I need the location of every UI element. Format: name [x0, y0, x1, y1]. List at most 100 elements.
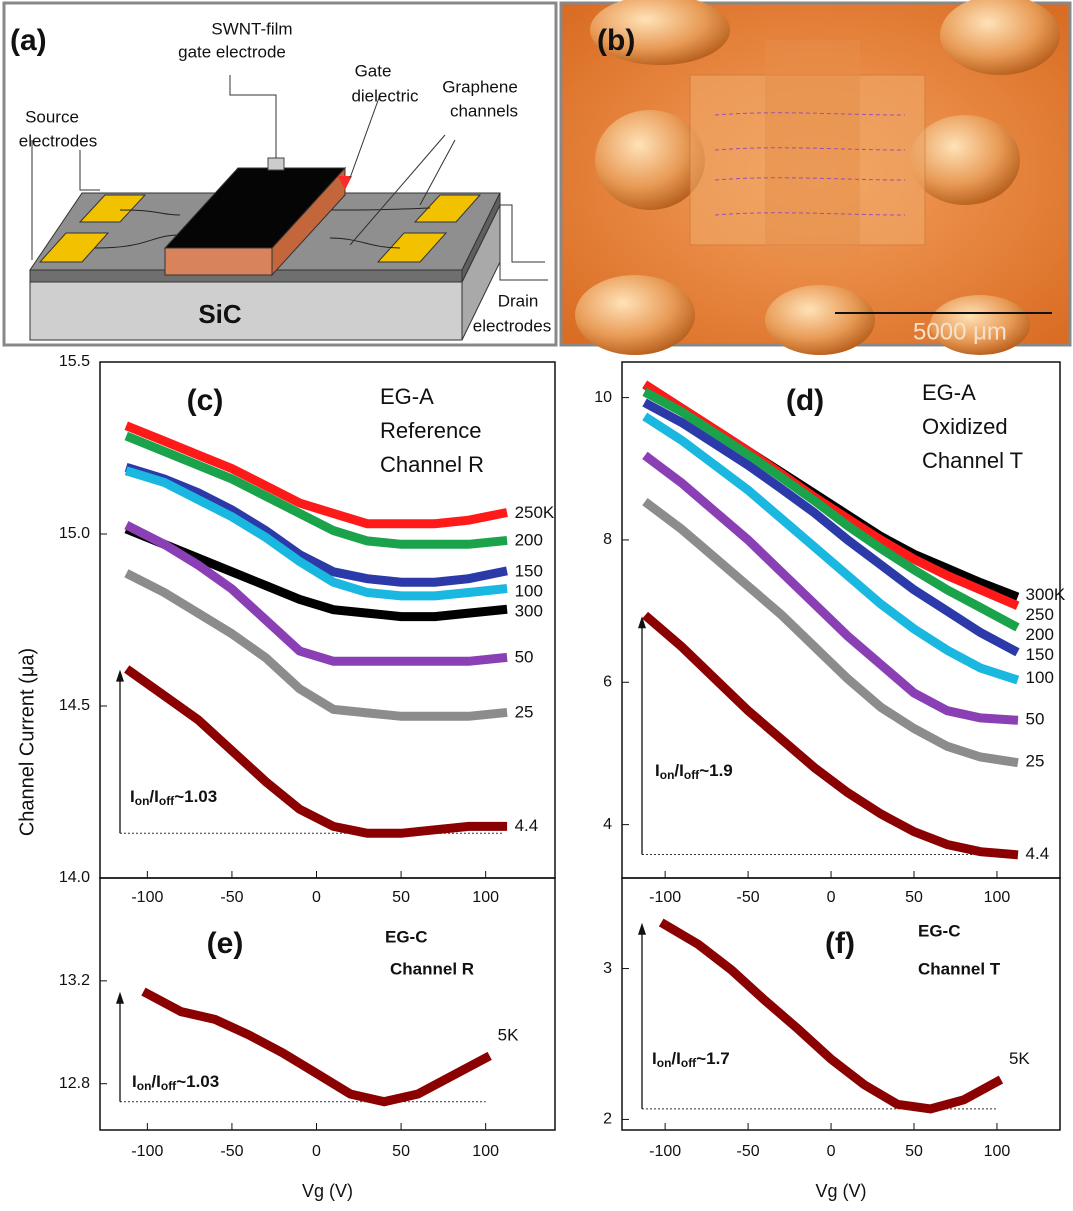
- channel-lines: [94, 207, 431, 249]
- ratio-part: off: [159, 794, 175, 808]
- panel-label: (e): [207, 927, 244, 960]
- y-tick-label: 3: [603, 960, 612, 977]
- series-line: [642, 451, 1019, 725]
- panel-label: (b): [597, 24, 635, 57]
- ratio-part: off: [161, 1079, 177, 1093]
- x-tick-label: -50: [737, 1143, 760, 1160]
- series-line: [124, 466, 508, 601]
- x-tick-label: 0: [312, 1143, 321, 1160]
- series-label: 150: [1026, 645, 1054, 664]
- plot: -100 -50 0 50 100 2 3 5K (f) EG-C Channel T Ion/Iof…: [603, 877, 1061, 1201]
- callout: Drain: [498, 291, 539, 310]
- series-label: 25: [515, 702, 534, 721]
- x-tick-label: 100: [472, 1143, 499, 1160]
- series-label: 250K: [515, 503, 555, 522]
- ratio-part: on: [657, 1056, 672, 1070]
- x-tick-label: -100: [649, 1143, 681, 1160]
- series-line: [642, 497, 1019, 768]
- series-label: 4.4: [1026, 844, 1050, 863]
- drain-pad: [376, 232, 448, 263]
- arrow-head: [638, 616, 646, 629]
- bond-pad: [910, 115, 1020, 205]
- ratio-part: on: [660, 768, 675, 782]
- x-axis-title: Vg (V): [302, 1181, 353, 1201]
- series-line: [124, 665, 508, 838]
- ratio-part: /I: [149, 787, 158, 806]
- source-pad: [78, 194, 147, 223]
- x-tick-label: -50: [220, 1143, 243, 1160]
- y-tick-label: 13.2: [59, 972, 90, 989]
- ratio-part: on: [135, 794, 150, 808]
- series-label: 150: [515, 561, 543, 580]
- gate-electrode: [163, 167, 347, 249]
- callout: electrodes: [19, 131, 97, 150]
- x-tick-label: 0: [827, 889, 836, 906]
- arrow-head: [638, 922, 646, 935]
- x-tick-label: 50: [905, 889, 923, 906]
- annotation: EG-C: [385, 927, 428, 946]
- callout: dielectric: [351, 86, 419, 105]
- callout: gate electrode: [178, 42, 286, 61]
- x-axis-title: Vg (V): [815, 1181, 866, 1201]
- annotation: EG-A: [922, 380, 976, 405]
- series-line: [124, 524, 508, 622]
- plot-frame: [621, 877, 1061, 1131]
- series-line: [642, 387, 1020, 632]
- ratio-part: /I: [671, 1049, 680, 1068]
- panel-label: (c): [187, 384, 224, 417]
- substrate-front: [29, 281, 463, 341]
- y-tick-label: 15.5: [59, 353, 90, 370]
- y-tick-label: 8: [603, 531, 612, 548]
- x-tick-label: -100: [649, 889, 681, 906]
- series-line: [141, 987, 492, 1107]
- annotation: Channel R: [390, 959, 474, 978]
- callout: Graphene: [442, 77, 518, 96]
- callout: Source: [25, 107, 79, 126]
- y-tick-label: 10: [594, 389, 612, 406]
- ratio-label: Ion/Ioff~1.03: [132, 1072, 219, 1093]
- x-tick-label: 100: [472, 889, 499, 906]
- series-line: [124, 421, 508, 529]
- source-pad: [38, 232, 110, 263]
- plot: -100 -50 0 50 10014.014.515.015.5250K2001501…: [59, 353, 556, 906]
- x-tick-label: 50: [392, 1143, 410, 1160]
- ratio-part: ~1.9: [699, 761, 733, 780]
- x-tick-label: 0: [827, 1143, 836, 1160]
- dielectric-front: [164, 247, 273, 276]
- leader-lines: [31, 75, 548, 281]
- panel-label: (d): [786, 384, 824, 417]
- ratio-label: Ion/Ioff~1.7: [652, 1049, 730, 1070]
- ratio-part: on: [137, 1079, 152, 1093]
- bond-pad: [590, 0, 730, 65]
- x-tick-label: 100: [984, 1143, 1011, 1160]
- arrow-head: [116, 991, 124, 1004]
- x-tick-label: 50: [905, 1143, 923, 1160]
- x-tick-label: -100: [131, 889, 163, 906]
- y-tick-label: 14.0: [59, 869, 90, 886]
- series-line: [658, 918, 1004, 1114]
- bond-pad: [940, 0, 1060, 75]
- series-line: [124, 431, 508, 549]
- panel-a: (a) SWNT-film gate electrode Gate dielec…: [2, 1, 558, 347]
- callout: SWNT-film: [211, 19, 292, 38]
- series-label: 50: [1026, 709, 1045, 728]
- series-label: 100: [515, 581, 543, 600]
- series-line: [124, 462, 508, 587]
- drain-pad: [413, 194, 482, 223]
- series-line: [642, 398, 1020, 657]
- plot: -100 -50 0 50 100 12.8 13.2 5K (e) EG-C Channel R I…: [59, 877, 556, 1201]
- scale-label: 5000 μm: [913, 318, 1007, 345]
- series-label: 5K: [1009, 1049, 1030, 1068]
- ratio-part: ~1.03: [174, 787, 217, 806]
- y-tick-label: 12.8: [59, 1075, 90, 1092]
- x-tick-label: 100: [984, 889, 1011, 906]
- y-tick-label: 6: [603, 673, 612, 690]
- series-label: 300: [515, 601, 543, 620]
- x-tick-label: -50: [737, 889, 760, 906]
- panel-label: (a): [10, 24, 47, 57]
- ratio-part: I: [132, 1072, 137, 1091]
- ratio-part: off: [681, 1056, 697, 1070]
- series-label: 200: [515, 530, 543, 549]
